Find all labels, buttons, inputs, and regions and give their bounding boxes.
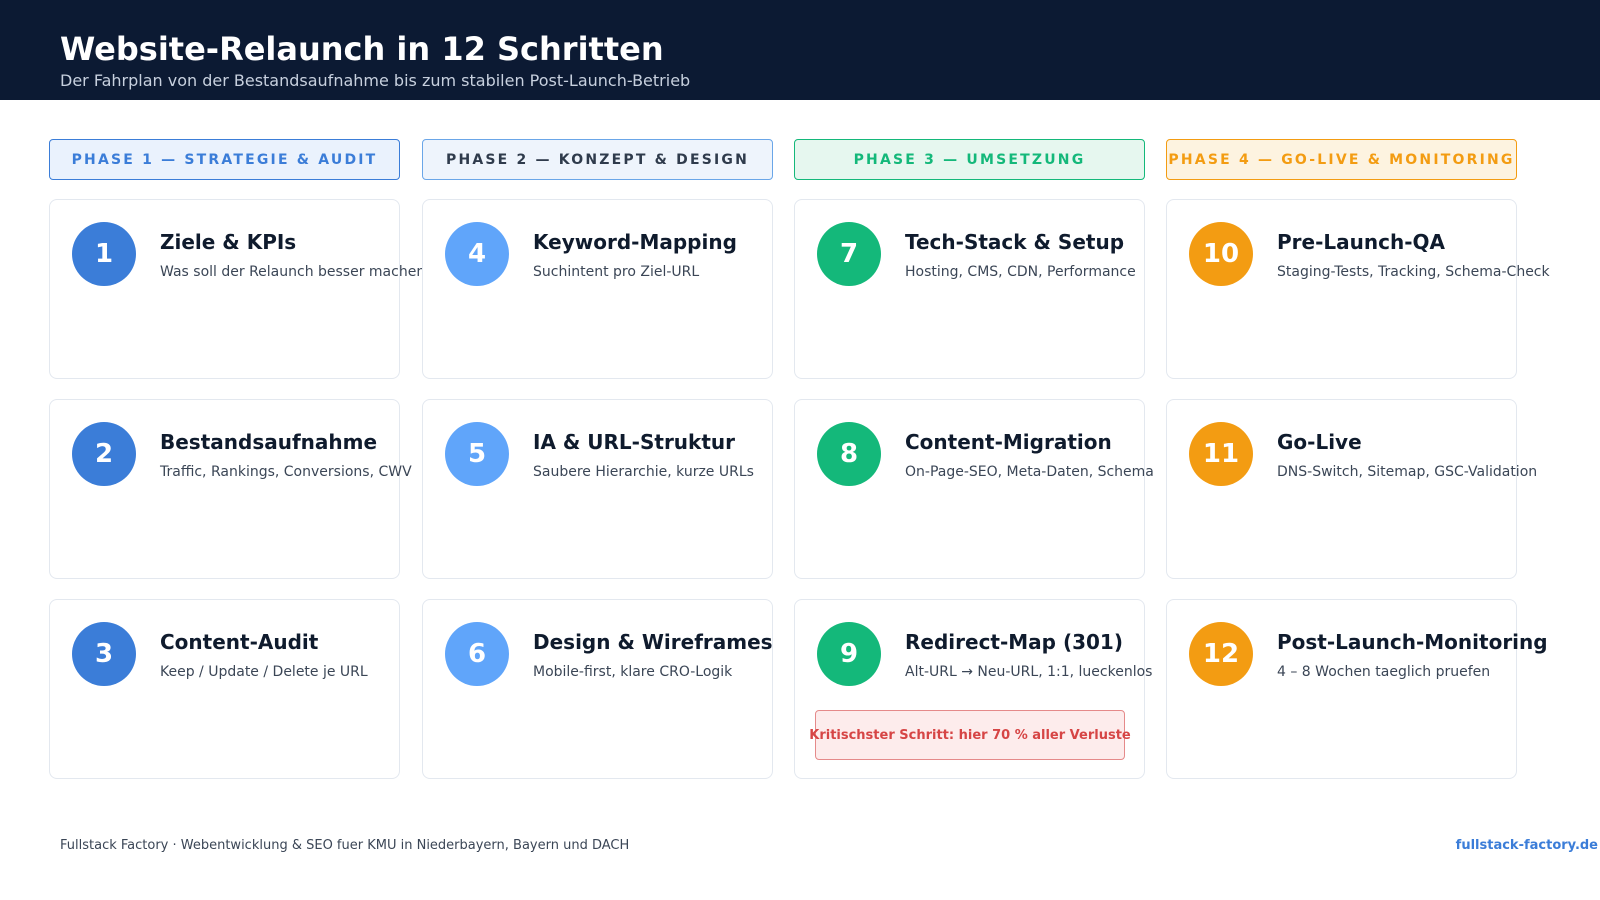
step-number-badge: 4 [445,222,509,286]
step-card-1: 1 Ziele & KPIs Was soll der Relaunch bes… [49,199,433,379]
step-number-badge: 7 [817,222,881,286]
step-card-11: 11 Go-Live DNS-Switch, Sitemap, GSC-Vali… [1166,399,1537,579]
step-title: IA & URL-Struktur [533,430,736,454]
phase-header-3: PHASE 3 — UMSETZUNG [794,139,1145,180]
step-description: On-Page-SEO, Meta-Daten, Schema [905,464,1154,480]
step-description: 4 – 8 Wochen taeglich pruefen [1277,664,1491,680]
step-title: Content-Migration [905,430,1112,454]
footer-company-info: Fullstack Factory · Webentwicklung & SEO… [60,838,630,853]
step-number-badge: 12 [1189,622,1253,686]
step-description: Traffic, Rankings, Conversions, CWV [160,464,412,480]
step-title: Ziele & KPIs [160,230,297,254]
step-description: Keep / Update / Delete je URL [160,664,368,680]
step-description: Alt-URL → Neu-URL, 1:1, lueckenlos [905,664,1153,680]
step-title: Bestandsaufnahme [160,430,378,454]
step-number-badge: 6 [445,622,509,686]
step-number-badge: 9 [817,622,881,686]
page-title: Website-Relaunch in 12 Schritten [60,30,664,68]
step-description: Staging-Tests, Tracking, Schema-Check [1277,264,1550,280]
step-card-6: 6 Design & Wireframes Mobile-first, klar… [422,599,773,779]
header-banner: Website-Relaunch in 12 Schritten Der Fah… [0,0,1600,100]
step-card-3: 3 Content-Audit Keep / Update / Delete j… [49,599,400,779]
step-card-5: 5 IA & URL-Struktur Saubere Hierarchie, … [422,399,773,579]
step-card-7: 7 Tech-Stack & Setup Hosting, CMS, CDN, … [794,199,1145,379]
step-card-9: 9 Redirect-Map (301) Alt-URL → Neu-URL, … [794,599,1152,779]
step-title: Go-Live [1277,430,1362,454]
step-number-badge: 3 [72,622,136,686]
step-title: Post-Launch-Monitoring [1277,630,1548,654]
step-title: Design & Wireframes [533,630,773,654]
step-title: Redirect-Map (301) [905,630,1123,654]
phase-header-2: PHASE 2 — KONZEPT & DESIGN [422,139,773,180]
step-number-badge: 11 [1189,422,1253,486]
critical-warning-badge: Kritischster Schritt: hier 70 % aller Ve… [809,710,1131,760]
step-number-badge: 10 [1189,222,1253,286]
step-description: Saubere Hierarchie, kurze URLs [533,464,754,480]
step-number-badge: 5 [445,422,509,486]
step-title: Content-Audit [160,630,319,654]
step-description: Was soll der Relaunch besser machen? [160,264,433,280]
step-card-12: 12 Post-Launch-Monitoring 4 – 8 Wochen t… [1166,599,1548,779]
step-title: Pre-Launch-QA [1277,230,1445,254]
step-card-10: 10 Pre-Launch-QA Staging-Tests, Tracking… [1166,199,1550,379]
step-number-badge: 2 [72,422,136,486]
step-description: Hosting, CMS, CDN, Performance [905,264,1136,280]
page-subtitle: Der Fahrplan von der Bestandsaufnahme bi… [60,71,691,90]
phase-header-1: PHASE 1 — STRATEGIE & AUDIT [49,139,400,180]
step-number-badge: 1 [72,222,136,286]
step-description: Suchintent pro Ziel-URL [533,264,700,280]
step-number-badge: 8 [817,422,881,486]
step-description: DNS-Switch, Sitemap, GSC-Validation [1277,464,1538,480]
phase-header-4: PHASE 4 — GO-LIVE & MONITORING [1166,139,1517,180]
step-card-8: 8 Content-Migration On-Page-SEO, Meta-Da… [794,399,1154,579]
step-card-2: 2 Bestandsaufnahme Traffic, Rankings, Co… [49,399,412,579]
step-description: Mobile-first, klare CRO-Logik [533,664,733,680]
step-title: Keyword-Mapping [533,230,737,254]
step-card-4: 4 Keyword-Mapping Suchintent pro Ziel-UR… [422,199,773,379]
step-title: Tech-Stack & Setup [905,230,1125,254]
footer-website-link[interactable]: fullstack-factory.de [1455,838,1598,853]
